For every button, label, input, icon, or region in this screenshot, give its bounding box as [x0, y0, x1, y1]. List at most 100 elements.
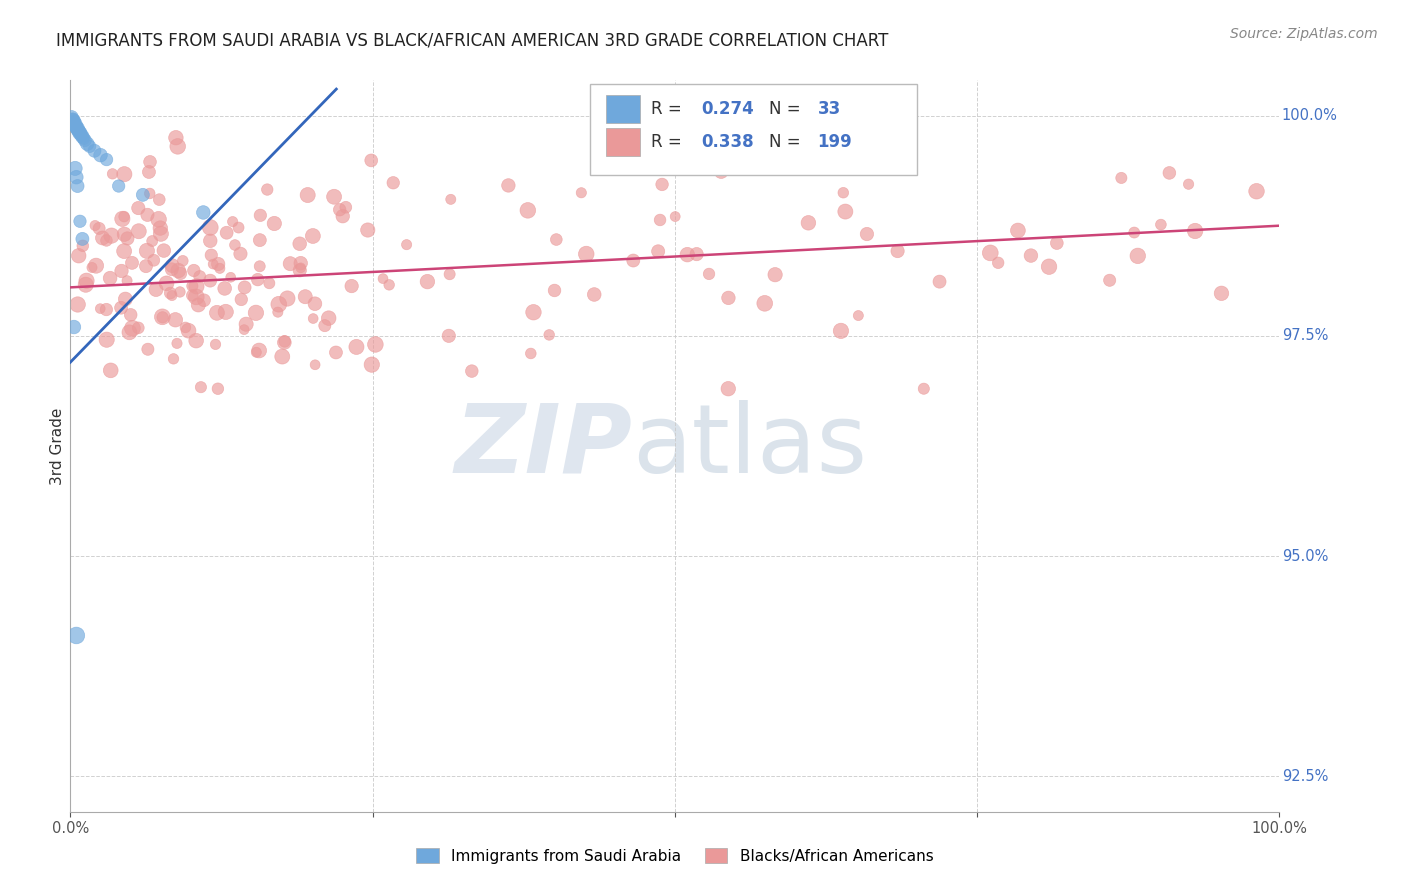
Point	[710, 164, 733, 178]
Point	[290, 260, 312, 275]
Point	[233, 323, 256, 337]
Point	[335, 200, 357, 214]
Point	[439, 267, 461, 281]
Text: 0.338: 0.338	[702, 133, 754, 151]
Point	[205, 306, 228, 320]
Point	[190, 380, 212, 394]
Point	[149, 227, 172, 241]
Point	[63, 320, 86, 334]
Point	[155, 277, 177, 291]
Point	[72, 131, 94, 145]
Point	[318, 311, 340, 326]
Point	[224, 238, 246, 252]
Point	[66, 297, 89, 311]
Point	[302, 229, 325, 244]
Point	[118, 326, 141, 340]
Point	[245, 345, 267, 359]
Point	[437, 329, 460, 343]
Point	[66, 121, 89, 136]
Point	[79, 139, 101, 153]
Point	[278, 257, 301, 271]
Point	[215, 305, 238, 319]
Point	[83, 144, 105, 158]
Point	[543, 284, 565, 298]
Point	[522, 305, 544, 319]
Point	[160, 262, 183, 277]
Point	[979, 246, 1001, 260]
Point	[65, 120, 87, 134]
Point	[63, 116, 86, 130]
Point	[1246, 184, 1268, 198]
Point	[121, 256, 143, 270]
Point	[314, 318, 336, 333]
Point	[416, 275, 439, 289]
Point	[63, 161, 86, 176]
Point	[127, 201, 149, 215]
Point	[152, 310, 174, 325]
Point	[169, 266, 191, 280]
Point	[172, 253, 194, 268]
Point	[249, 260, 271, 274]
FancyBboxPatch shape	[591, 84, 917, 176]
Point	[273, 334, 295, 349]
Point	[96, 302, 118, 317]
Point	[371, 271, 394, 285]
Point	[302, 311, 325, 326]
Point	[1126, 249, 1149, 263]
Point	[207, 257, 229, 271]
Point	[1019, 249, 1042, 263]
Point	[96, 333, 118, 347]
Point	[378, 277, 401, 292]
Point	[1184, 224, 1206, 238]
Point	[72, 239, 94, 253]
Point	[65, 628, 87, 642]
Point	[62, 112, 84, 126]
Point	[841, 131, 863, 145]
Point	[1046, 236, 1069, 251]
Point	[231, 293, 253, 307]
Point	[76, 136, 98, 151]
Point	[346, 340, 368, 354]
Point	[167, 263, 190, 277]
Point	[193, 205, 215, 219]
Point	[153, 244, 176, 258]
Point	[288, 263, 311, 277]
Point	[181, 288, 204, 302]
Point	[65, 170, 87, 185]
Point	[219, 270, 242, 285]
Point	[202, 257, 225, 271]
Point	[67, 249, 90, 263]
Point	[136, 343, 159, 357]
Point	[128, 224, 150, 238]
Point	[96, 234, 118, 248]
Point	[329, 202, 352, 217]
Point	[267, 297, 290, 311]
Point	[676, 247, 699, 261]
Point	[583, 287, 606, 301]
Point	[233, 280, 256, 294]
Point	[664, 210, 686, 224]
Point	[141, 234, 163, 248]
Point	[235, 317, 257, 331]
Point	[166, 336, 188, 351]
Point	[114, 292, 136, 306]
Point	[276, 292, 298, 306]
Point	[273, 335, 295, 350]
Point	[297, 188, 319, 202]
Point	[834, 204, 856, 219]
Point	[395, 237, 418, 252]
Point	[263, 217, 285, 231]
Point	[165, 130, 187, 145]
Point	[200, 234, 222, 248]
Point	[96, 153, 118, 167]
Point	[72, 129, 94, 144]
Point	[69, 125, 91, 139]
Point	[160, 288, 183, 302]
Point	[763, 268, 786, 282]
Point	[63, 119, 86, 133]
Point	[357, 223, 380, 237]
Point	[304, 296, 326, 310]
Point	[204, 337, 226, 351]
Text: 33: 33	[817, 100, 841, 118]
Point	[214, 281, 236, 295]
